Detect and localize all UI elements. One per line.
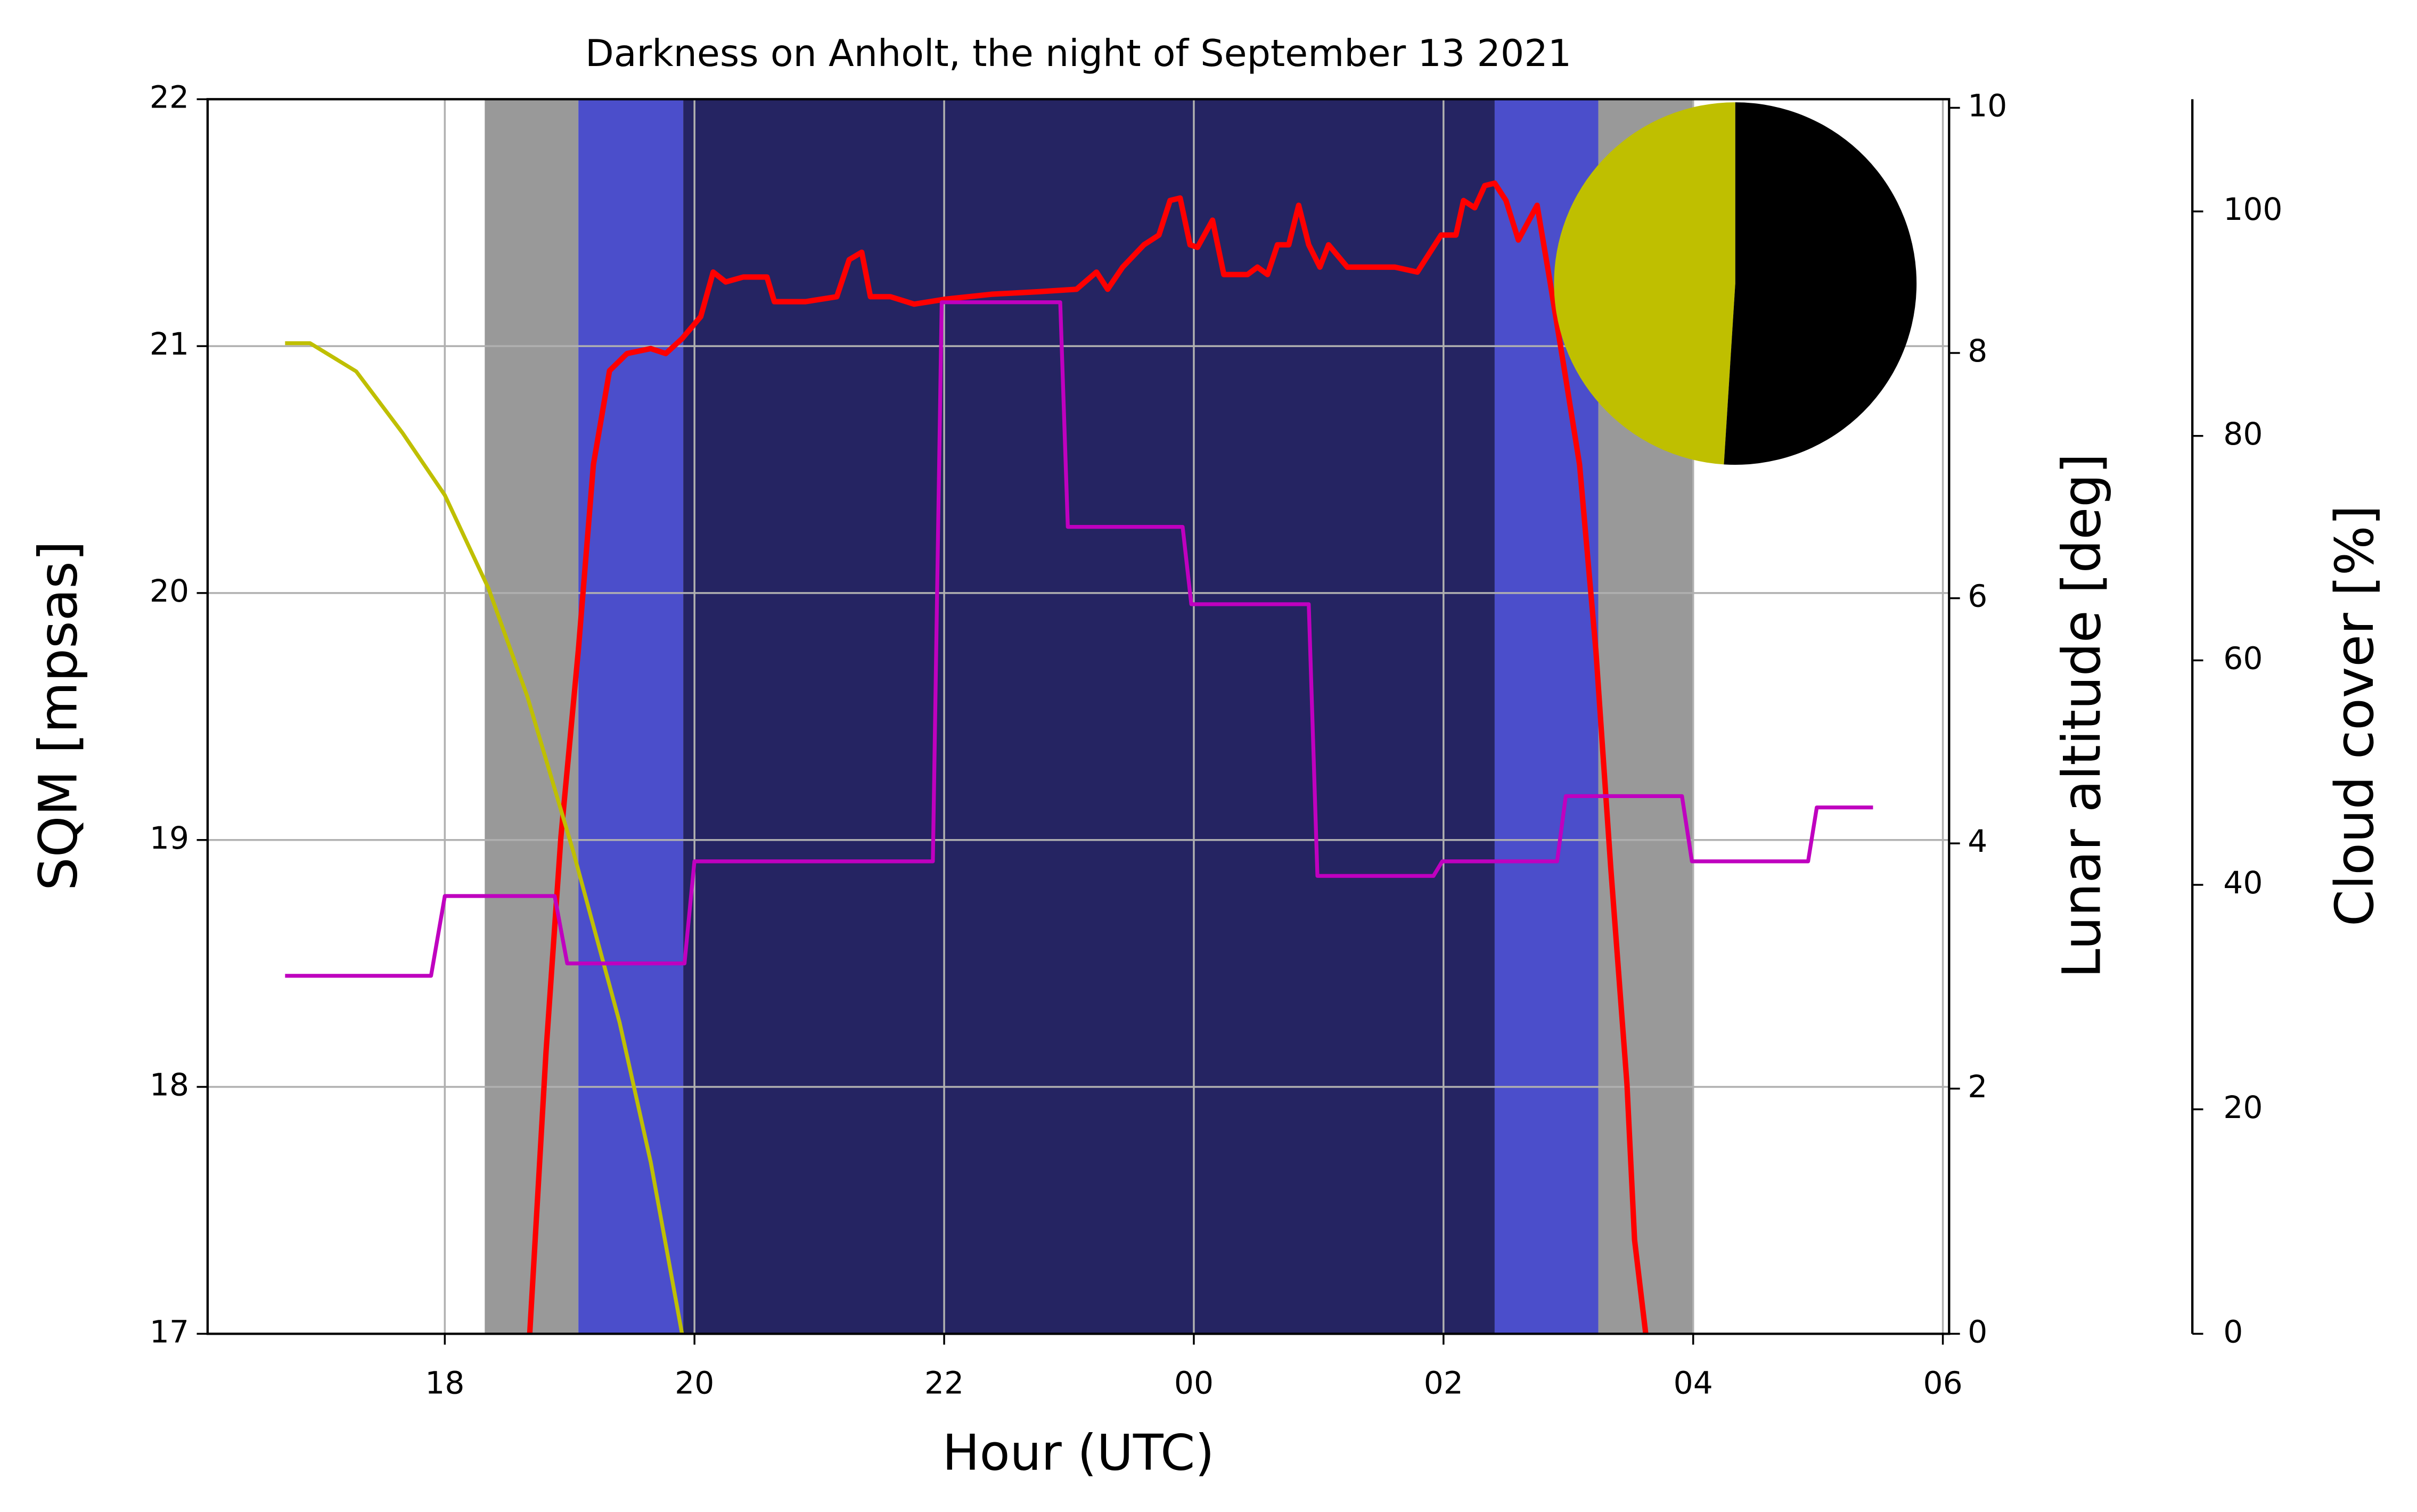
x-axis-label: Hour (UTC) [943, 1424, 1215, 1482]
y2-tick-label: 0 [1968, 1313, 1987, 1350]
y3-tick-label: 80 [2223, 416, 2263, 452]
y-axis-label: SQM [mpsas] [28, 541, 89, 891]
x-tick-label: 00 [1174, 1365, 1214, 1401]
twilight-band [683, 99, 1495, 1334]
x-tick-label: 06 [1923, 1365, 1963, 1401]
chart-title: Darkness on Anholt, the night of Septemb… [585, 32, 1571, 75]
moon-slice [1724, 102, 1917, 465]
y3-axis-label: Cloud cover [%] [2324, 505, 2386, 926]
y-tick-label: 19 [150, 820, 189, 856]
moon-slice [1554, 102, 1735, 465]
x-tick-label: 18 [425, 1365, 464, 1401]
y3-tick-label: 40 [2223, 865, 2263, 901]
y3-tick-label: 0 [2223, 1313, 2243, 1350]
y2-tick-label: 4 [1968, 823, 1987, 859]
y2-tick-label: 2 [1968, 1069, 1987, 1105]
twilight-band [578, 99, 684, 1334]
y2-tick-label: 8 [1968, 333, 1987, 369]
x-tick-label: 02 [1424, 1365, 1463, 1401]
data-line [527, 180, 1649, 1334]
y2-axis-label: Lunar altitude [deg] [2052, 453, 2113, 978]
y3-tick-label: 100 [2223, 191, 2282, 227]
data-line [285, 300, 1873, 978]
y3-tick-label: 60 [2223, 640, 2263, 677]
y-tick-label: 21 [150, 326, 189, 362]
y-tick-label: 17 [150, 1313, 189, 1350]
y2-tick-label: 10 [1968, 88, 2007, 124]
y2-tick-label: 6 [1968, 578, 1987, 614]
x-tick-label: 22 [924, 1365, 964, 1401]
y-tick-label: 18 [150, 1067, 189, 1103]
y-tick-label: 20 [150, 573, 189, 609]
data-line [285, 341, 684, 1334]
x-tick-label: 04 [1674, 1365, 1713, 1401]
y3-tick-label: 20 [2223, 1089, 2263, 1125]
y-tick-label: 22 [150, 79, 189, 115]
x-tick-label: 20 [675, 1365, 714, 1401]
plot-frame [206, 98, 1951, 1335]
